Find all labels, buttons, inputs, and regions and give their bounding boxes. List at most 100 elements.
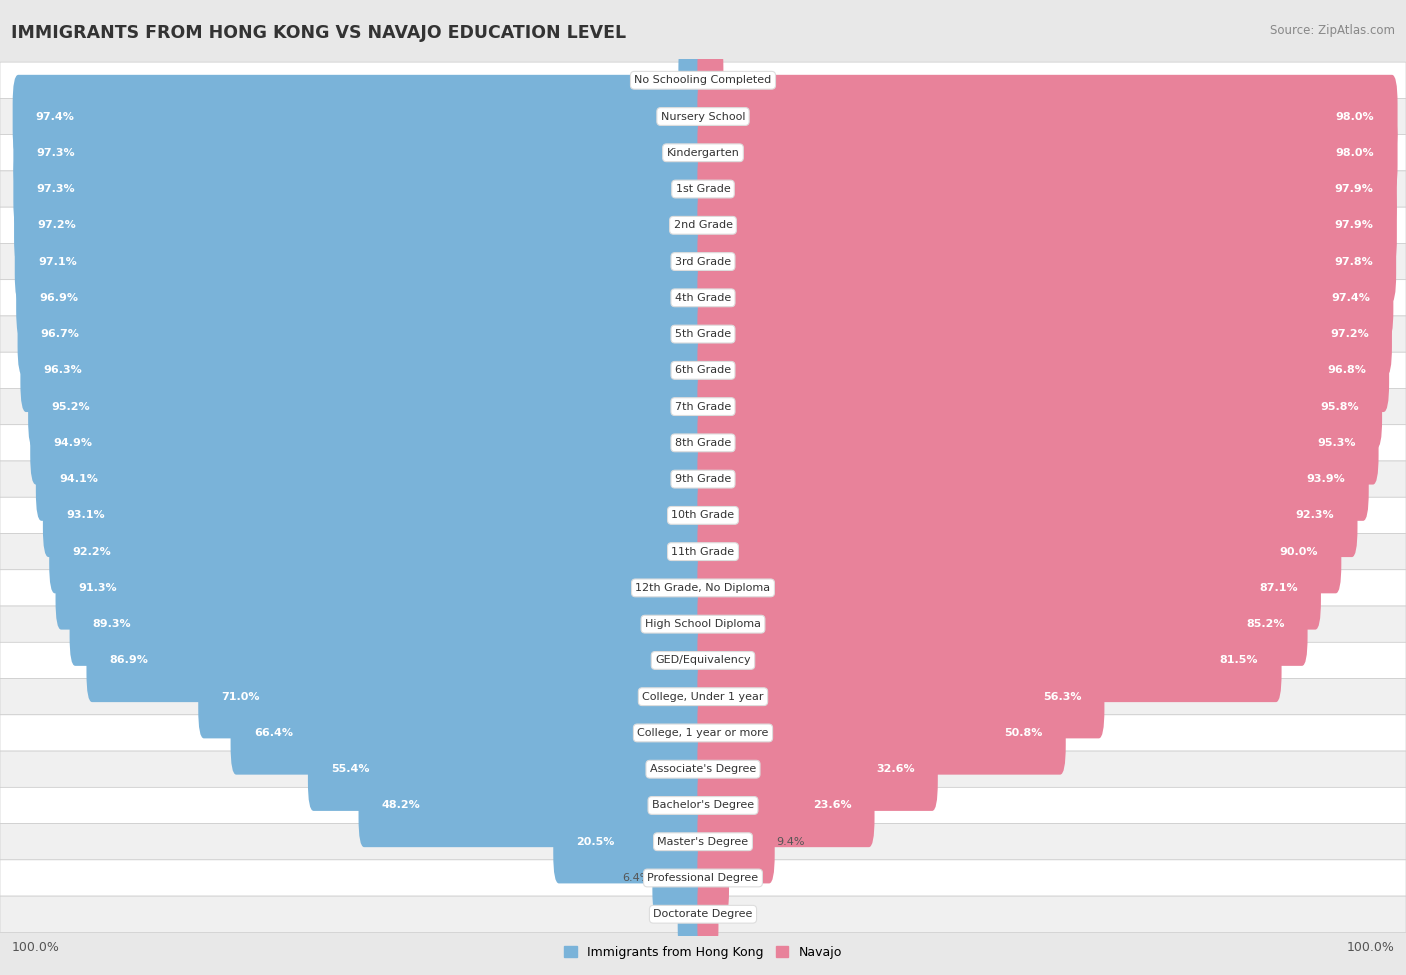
Text: 9th Grade: 9th Grade (675, 474, 731, 485)
Text: 2nd Grade: 2nd Grade (673, 220, 733, 230)
FancyBboxPatch shape (697, 183, 1396, 267)
Text: College, Under 1 year: College, Under 1 year (643, 691, 763, 702)
Text: 92.3%: 92.3% (1296, 510, 1334, 521)
FancyBboxPatch shape (13, 75, 709, 158)
Text: 95.3%: 95.3% (1317, 438, 1355, 448)
FancyBboxPatch shape (0, 824, 1406, 860)
Text: No Schooling Completed: No Schooling Completed (634, 75, 772, 85)
FancyBboxPatch shape (0, 533, 1406, 569)
Text: 94.1%: 94.1% (59, 474, 98, 485)
FancyBboxPatch shape (697, 727, 938, 811)
Text: 5th Grade: 5th Grade (675, 330, 731, 339)
FancyBboxPatch shape (21, 329, 709, 412)
Text: 2.7%: 2.7% (648, 75, 678, 85)
Text: Associate's Degree: Associate's Degree (650, 764, 756, 774)
Text: Doctorate Degree: Doctorate Degree (654, 910, 752, 919)
FancyBboxPatch shape (359, 763, 709, 847)
FancyBboxPatch shape (0, 425, 1406, 461)
FancyBboxPatch shape (14, 183, 709, 267)
Text: GED/Equivalency: GED/Equivalency (655, 655, 751, 665)
Text: 100.0%: 100.0% (1347, 941, 1395, 955)
FancyBboxPatch shape (0, 569, 1406, 606)
Text: 71.0%: 71.0% (222, 691, 260, 702)
FancyBboxPatch shape (697, 438, 1369, 521)
FancyBboxPatch shape (0, 643, 1406, 679)
Text: Source: ZipAtlas.com: Source: ZipAtlas.com (1270, 24, 1395, 37)
FancyBboxPatch shape (0, 606, 1406, 643)
FancyBboxPatch shape (678, 873, 709, 956)
FancyBboxPatch shape (697, 147, 1396, 231)
Text: 98.0%: 98.0% (1336, 148, 1375, 158)
FancyBboxPatch shape (0, 171, 1406, 207)
Text: 2.8%: 2.8% (648, 910, 676, 919)
Text: 97.4%: 97.4% (1331, 292, 1371, 303)
Text: 97.4%: 97.4% (35, 111, 75, 122)
Text: 90.0%: 90.0% (1279, 547, 1319, 557)
FancyBboxPatch shape (697, 39, 724, 122)
Text: 10th Grade: 10th Grade (672, 510, 734, 521)
FancyBboxPatch shape (678, 39, 709, 122)
FancyBboxPatch shape (0, 207, 1406, 244)
Text: 94.9%: 94.9% (53, 438, 93, 448)
Text: 86.9%: 86.9% (110, 655, 149, 665)
Text: Bachelor's Degree: Bachelor's Degree (652, 800, 754, 810)
Text: 11th Grade: 11th Grade (672, 547, 734, 557)
FancyBboxPatch shape (697, 763, 875, 847)
Text: 66.4%: 66.4% (253, 728, 292, 738)
FancyBboxPatch shape (0, 751, 1406, 788)
FancyBboxPatch shape (697, 655, 1105, 738)
Text: 55.4%: 55.4% (332, 764, 370, 774)
FancyBboxPatch shape (15, 256, 709, 339)
FancyBboxPatch shape (0, 98, 1406, 135)
FancyBboxPatch shape (0, 352, 1406, 388)
FancyBboxPatch shape (86, 619, 709, 702)
FancyBboxPatch shape (0, 497, 1406, 533)
FancyBboxPatch shape (697, 691, 1066, 775)
Text: 87.1%: 87.1% (1260, 583, 1298, 593)
FancyBboxPatch shape (0, 461, 1406, 497)
FancyBboxPatch shape (697, 292, 1392, 375)
Text: 97.9%: 97.9% (1334, 220, 1374, 230)
Text: 6th Grade: 6th Grade (675, 366, 731, 375)
FancyBboxPatch shape (0, 715, 1406, 751)
Text: 9.4%: 9.4% (776, 837, 804, 846)
FancyBboxPatch shape (0, 316, 1406, 352)
Text: 32.6%: 32.6% (876, 764, 914, 774)
FancyBboxPatch shape (697, 256, 1393, 339)
Text: 50.8%: 50.8% (1004, 728, 1043, 738)
Text: 97.9%: 97.9% (1334, 184, 1374, 194)
Text: 20.5%: 20.5% (576, 837, 614, 846)
FancyBboxPatch shape (697, 619, 1282, 702)
FancyBboxPatch shape (28, 365, 709, 448)
FancyBboxPatch shape (0, 388, 1406, 425)
FancyBboxPatch shape (44, 474, 709, 557)
FancyBboxPatch shape (697, 75, 1398, 158)
FancyBboxPatch shape (652, 837, 709, 919)
FancyBboxPatch shape (231, 691, 709, 775)
Text: 93.9%: 93.9% (1306, 474, 1346, 485)
FancyBboxPatch shape (198, 655, 709, 738)
Text: 97.3%: 97.3% (37, 148, 75, 158)
Text: 97.8%: 97.8% (1334, 256, 1372, 266)
Text: Master's Degree: Master's Degree (658, 837, 748, 846)
Text: 92.2%: 92.2% (72, 547, 111, 557)
FancyBboxPatch shape (697, 111, 1398, 194)
Text: High School Diploma: High School Diploma (645, 619, 761, 629)
Text: 96.3%: 96.3% (44, 366, 83, 375)
FancyBboxPatch shape (30, 401, 709, 485)
FancyBboxPatch shape (17, 292, 709, 375)
FancyBboxPatch shape (308, 727, 709, 811)
Text: 97.3%: 97.3% (37, 184, 75, 194)
Text: 1.4%: 1.4% (720, 910, 748, 919)
FancyBboxPatch shape (697, 510, 1341, 594)
FancyBboxPatch shape (15, 219, 709, 303)
Text: 97.2%: 97.2% (37, 220, 76, 230)
FancyBboxPatch shape (0, 860, 1406, 896)
Text: Professional Degree: Professional Degree (647, 873, 759, 883)
Text: 95.2%: 95.2% (51, 402, 90, 411)
Text: 56.3%: 56.3% (1043, 691, 1081, 702)
Text: 12th Grade, No Diploma: 12th Grade, No Diploma (636, 583, 770, 593)
Text: 23.6%: 23.6% (813, 800, 852, 810)
Text: 100.0%: 100.0% (11, 941, 59, 955)
FancyBboxPatch shape (0, 244, 1406, 280)
